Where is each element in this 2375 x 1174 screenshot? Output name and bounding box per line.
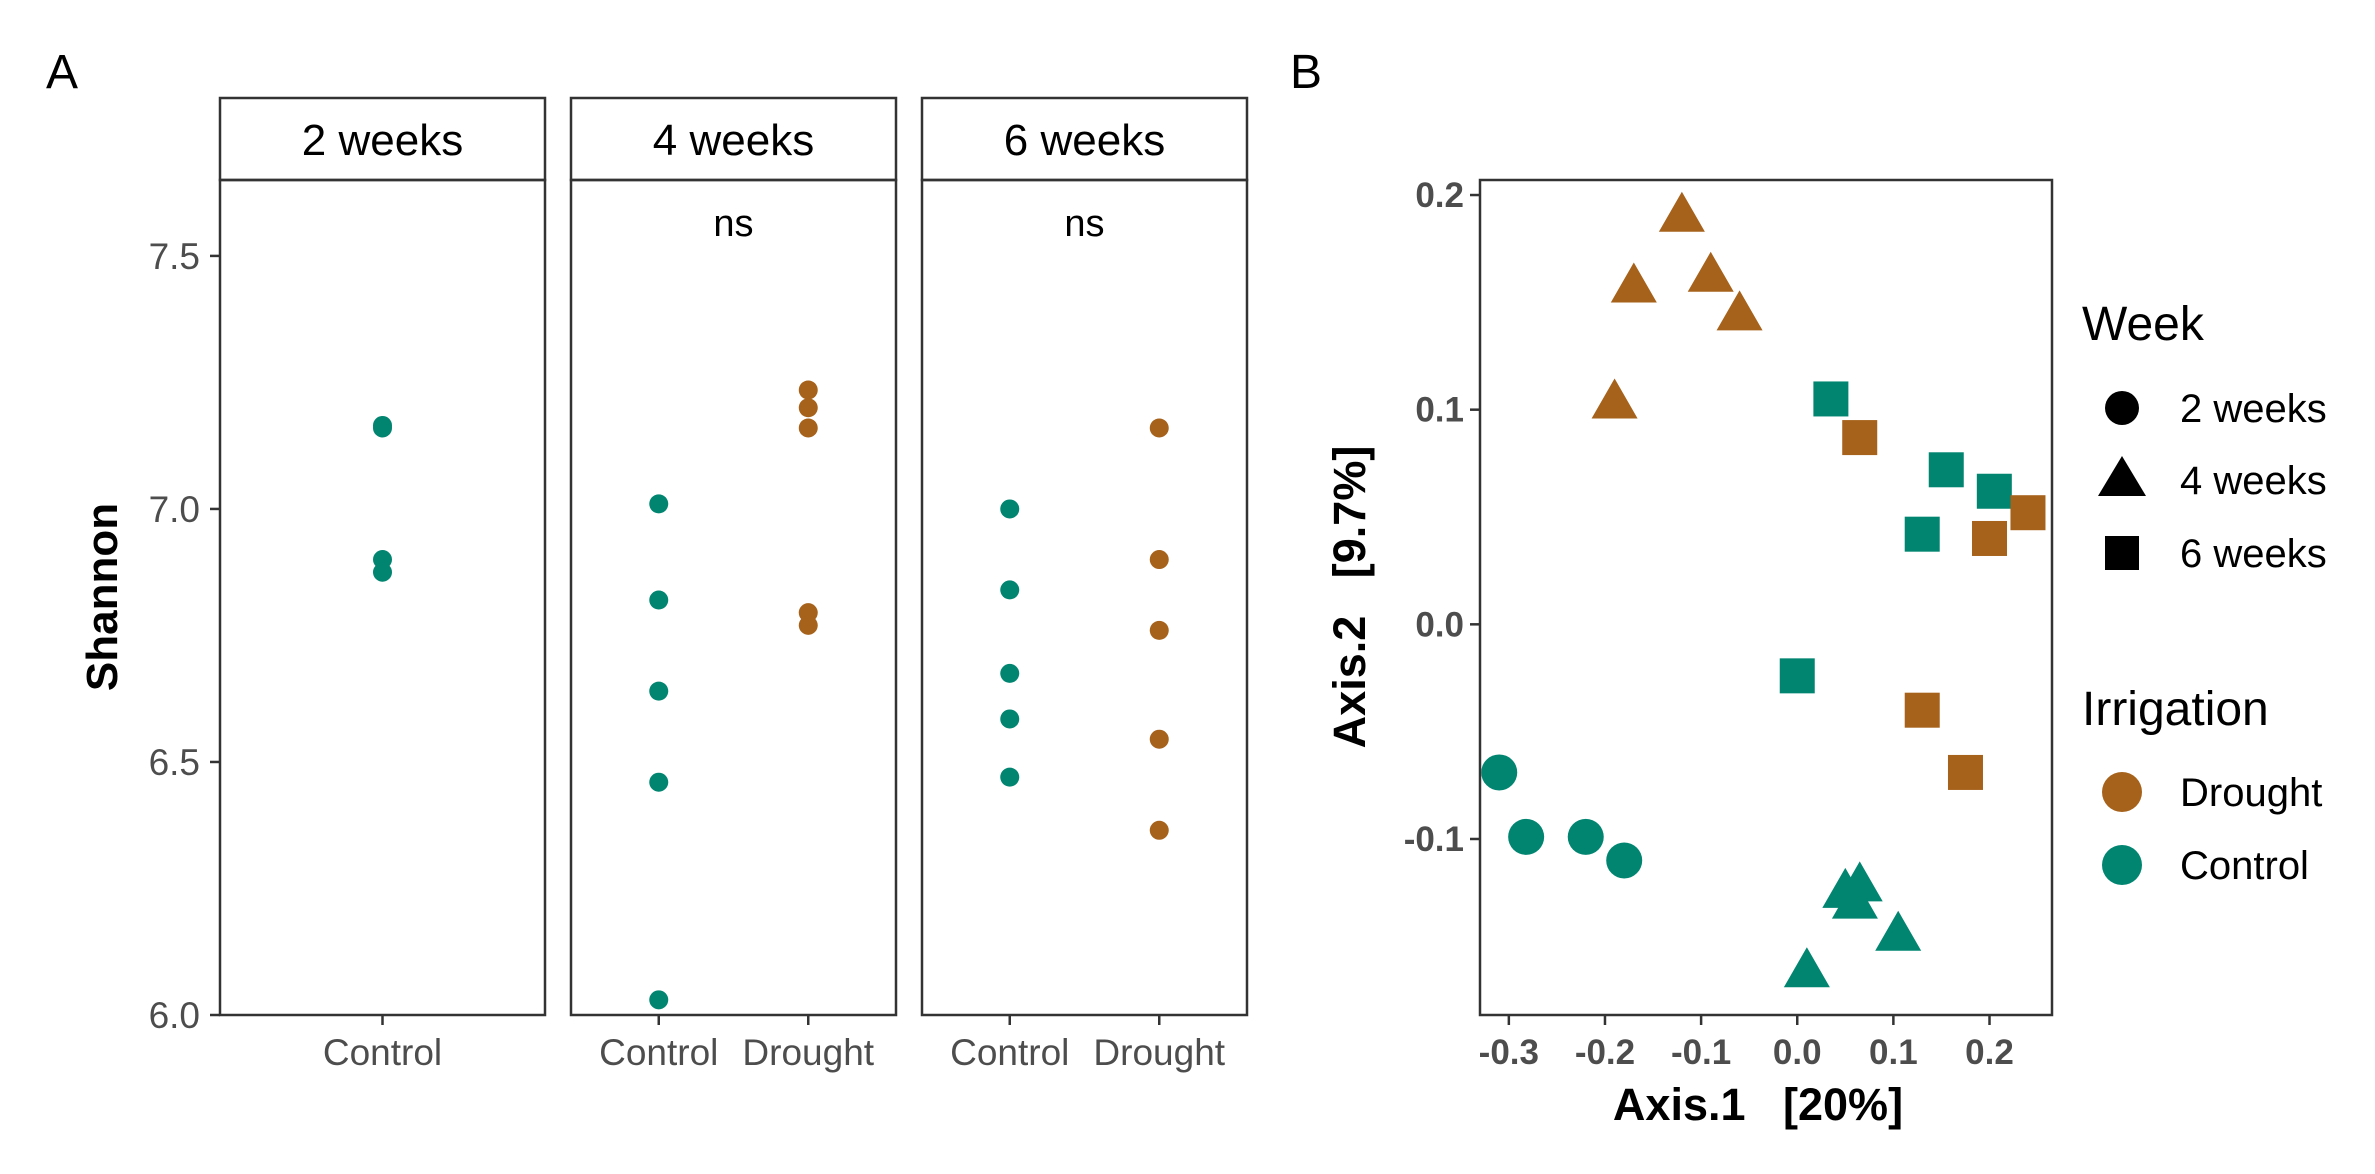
ordination-point-control-2-weeks	[1481, 754, 1518, 791]
shannon-point-control	[649, 772, 669, 792]
shannon-point-drought	[798, 398, 818, 418]
y-tick-label: 6.0	[149, 995, 200, 1036]
x-tick-label: -0.3	[1479, 1033, 1539, 1072]
ordination-point-control-4-weeks	[1831, 878, 1878, 919]
ordination-point-drought-4-weeks	[1716, 290, 1763, 331]
shannon-point-control	[1000, 580, 1020, 600]
legend-circle-icon	[2105, 391, 2139, 425]
legend-week-title: Week	[2082, 298, 2205, 351]
shannon-point-drought	[1149, 418, 1169, 438]
shannon-point-control	[649, 990, 669, 1010]
y-tick-label: -0.1	[1404, 820, 1464, 859]
ordination-point-drought-6-weeks	[1972, 520, 2008, 556]
facet-panel-border	[218, 178, 547, 1017]
shannon-point-control	[1000, 709, 1020, 729]
panel-b-ordination-plot: -0.3 -0.2 -0.1 0.0 0.1 0.2 -0.1 0.0 0.1 0.2	[1404, 176, 2054, 1072]
legend-triangle-icon	[2098, 456, 2146, 496]
significance-label: ns	[713, 203, 753, 245]
legend: Week Irrigation 2 weeks 4 weeks 6 weeks Dro…	[2082, 298, 2327, 888]
panel-a-y-axis-title: Shannon	[78, 503, 127, 691]
y-tick-label: 7.0	[149, 489, 200, 530]
facet-panel-border	[569, 178, 898, 1017]
shannon-point-control	[649, 681, 669, 701]
ordination-point-control-4-weeks	[1875, 910, 1922, 951]
ordination-point-control-6-weeks	[1813, 381, 1849, 417]
shannon-point-control	[373, 562, 392, 582]
x-tick-label: 0.1	[1869, 1033, 1918, 1072]
facet-strip-label: 2 weeks	[302, 116, 463, 165]
ordination-point-control-6-weeks	[1779, 658, 1815, 694]
shannon-point-control	[373, 418, 392, 438]
shannon-point-drought	[1149, 620, 1169, 640]
ordination-point-drought-4-weeks	[1687, 251, 1734, 292]
shannon-point-drought	[1149, 820, 1169, 840]
panel-b-x-axis-title: Axis.1 [20%]	[1613, 1079, 1903, 1130]
ordination-point-control-4-weeks	[1783, 947, 1830, 988]
ordination-point-drought-6-weeks	[1842, 420, 1878, 456]
legend-week-label: 2 weeks	[2180, 387, 2327, 431]
x-tick-label: -0.2	[1575, 1033, 1635, 1072]
x-tick-label: Control	[599, 1032, 718, 1073]
y-tick-label: 7.5	[149, 236, 200, 277]
shannon-point-control	[1000, 499, 1020, 519]
shannon-point-control	[649, 494, 669, 514]
panel-a-label: A	[46, 46, 78, 99]
ordination-point-drought-4-weeks	[1610, 262, 1657, 303]
x-tick-label: Control	[323, 1032, 442, 1073]
panel-a-shannon-plot: 6.0 6.5 7.0 7.5 2 weeks Control 4 weeks ns Contr…	[149, 96, 1249, 1073]
ordination-point-control-6-weeks	[1976, 473, 2012, 509]
panel-b-y-axis-title: Axis.2 [9.7%]	[1324, 446, 1375, 749]
x-tick-label: -0.1	[1671, 1033, 1731, 1072]
panel-b-border	[1478, 178, 2054, 1017]
x-tick-label: Drought	[1093, 1032, 1225, 1073]
shannon-point-drought	[798, 418, 818, 438]
shannon-point-control	[1000, 663, 1020, 683]
y-tick-label: 6.5	[149, 742, 200, 783]
facet-strip	[569, 96, 898, 182]
legend-irrigation-title: Irrigation	[2082, 683, 2269, 736]
legend-drought-swatch	[2102, 772, 2142, 812]
y-tick-label: 0.0	[1415, 605, 1464, 644]
legend-square-icon	[2105, 536, 2139, 570]
shannon-point-control	[649, 590, 669, 610]
y-tick-label: 0.1	[1415, 391, 1464, 430]
shannon-point-drought	[1149, 729, 1169, 749]
shannon-point-drought	[798, 380, 818, 400]
y-tick-label: 0.2	[1415, 176, 1464, 215]
significance-label: ns	[1064, 203, 1104, 245]
legend-week-label: 6 weeks	[2180, 532, 2327, 576]
ordination-point-control-2-weeks	[1606, 842, 1643, 879]
ordination-point-control-6-weeks	[1928, 452, 1964, 488]
x-tick-label: 0.0	[1773, 1033, 1822, 1072]
shannon-point-drought	[798, 615, 818, 635]
x-tick-label: Drought	[742, 1032, 874, 1073]
legend-week-label: 4 weeks	[2180, 459, 2327, 503]
ordination-point-control-2-weeks	[1567, 818, 1604, 855]
facet-strip	[920, 96, 1249, 182]
ordination-point-drought-6-weeks	[1904, 692, 1940, 728]
shannon-point-control	[1000, 767, 1020, 787]
ordination-point-drought-4-weeks	[1658, 191, 1705, 232]
legend-irrigation-label: Control	[2180, 844, 2309, 888]
ordination-point-drought-6-weeks	[2010, 495, 2046, 531]
x-tick-label: Control	[950, 1032, 1069, 1073]
ordination-point-drought-6-weeks	[1947, 754, 1983, 790]
legend-control-swatch	[2102, 845, 2142, 885]
facet-strip-label: 4 weeks	[653, 116, 814, 165]
ordination-point-drought-4-weeks	[1591, 378, 1638, 419]
ordination-point-control-2-weeks	[1508, 818, 1545, 855]
legend-irrigation-label: Drought	[2180, 771, 2322, 815]
facet-strip	[218, 96, 547, 182]
x-tick-label: 0.2	[1965, 1033, 2014, 1072]
facet-panel-border	[920, 178, 1249, 1017]
facet-strip-label: 6 weeks	[1004, 116, 1165, 165]
ordination-point-control-6-weeks	[1904, 516, 1940, 552]
panel-b-label: B	[1290, 46, 1322, 99]
shannon-point-drought	[1149, 550, 1169, 570]
